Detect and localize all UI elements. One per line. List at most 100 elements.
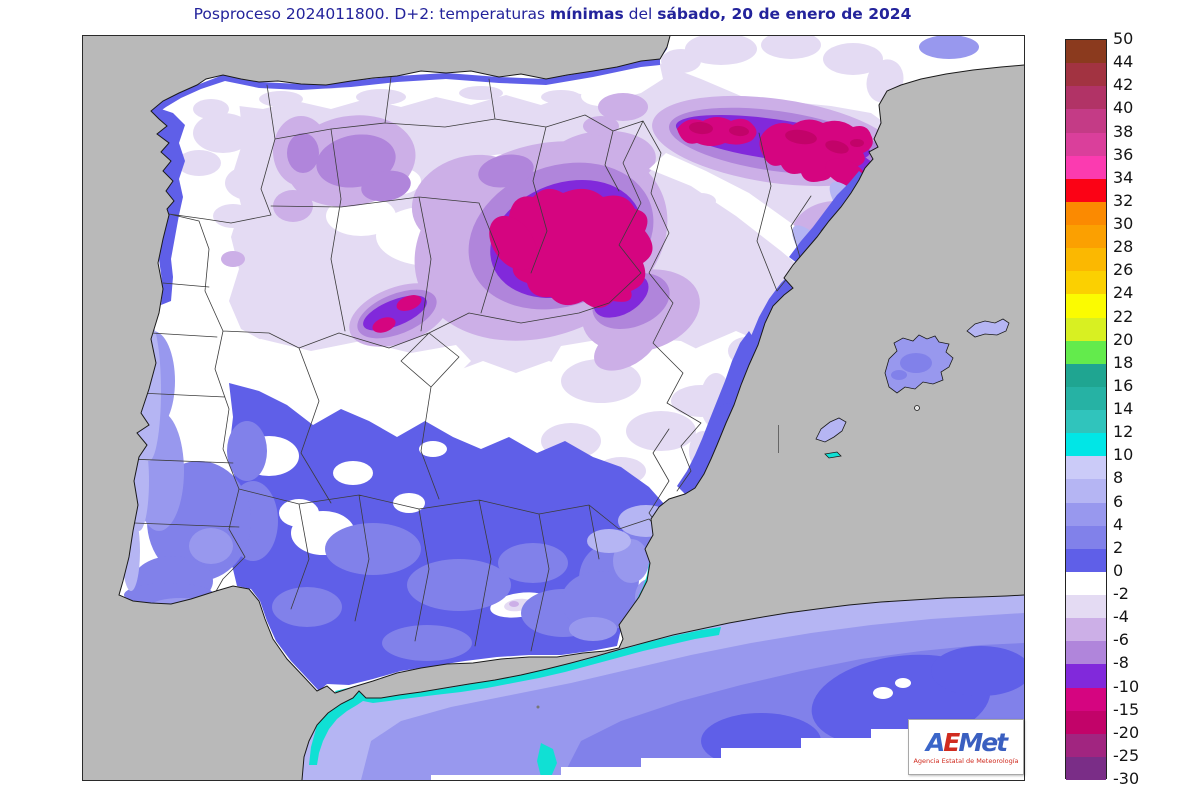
map-shape — [128, 76, 847, 652]
cabrera-islet — [914, 405, 920, 411]
map-shape — [151, 109, 185, 259]
map-shape — [732, 234, 770, 268]
map-shape — [537, 743, 557, 777]
title-part2: del — [623, 5, 658, 23]
coastline — [118, 36, 1024, 694]
colorbar-label: 10 — [1113, 445, 1134, 465]
map-shape — [761, 36, 821, 59]
map-shape — [177, 150, 221, 176]
colorbar-segment — [1066, 386, 1106, 410]
colorbar-segment — [1066, 618, 1106, 642]
colorbar-segment — [1066, 756, 1106, 780]
map-shape — [287, 133, 319, 173]
map-shape — [966, 318, 1010, 338]
aemet-logo-word: AEMet — [926, 730, 1008, 755]
colorbar-label: 36 — [1113, 144, 1134, 164]
colorbar-label: 4 — [1113, 514, 1124, 534]
map-shape — [259, 91, 303, 107]
map-shape — [478, 154, 534, 188]
colorbar-label: 16 — [1113, 375, 1134, 395]
colorbar-label: -30 — [1113, 769, 1140, 788]
map-shape — [193, 99, 229, 119]
map-shape — [325, 523, 421, 575]
page-title: Posproceso 2024011800. D+2: temperaturas… — [82, 5, 1023, 23]
map-shape — [393, 493, 425, 513]
colorbar-label: 38 — [1113, 121, 1134, 141]
colorbar-segment — [1066, 664, 1106, 688]
colorbar-label: 0 — [1113, 560, 1124, 580]
colorbar-label: 26 — [1113, 260, 1134, 280]
model-boundary-steps — [431, 723, 1024, 780]
map-shape — [225, 165, 281, 201]
colorbar-label: 24 — [1113, 283, 1134, 303]
colorbar-label: -8 — [1113, 653, 1129, 673]
map-shape — [561, 571, 641, 631]
colorbar-segment — [1066, 710, 1106, 734]
colorbar-segment — [1066, 433, 1106, 457]
zone-m10 — [372, 117, 873, 333]
map-shape — [789, 171, 867, 263]
map-shape — [382, 625, 472, 661]
sierra-nevada-dot — [509, 601, 519, 607]
map-shape — [919, 36, 979, 59]
map-shape — [729, 125, 749, 137]
map-shape — [594, 321, 658, 371]
map-shape — [931, 646, 1024, 696]
colorbar-segment — [1066, 225, 1106, 249]
map-shape — [824, 451, 842, 459]
map-shape — [227, 421, 267, 481]
map-shape — [685, 36, 757, 65]
iberia-landmass — [118, 36, 1024, 694]
colorbar-label: -10 — [1113, 676, 1140, 696]
map-shape — [372, 317, 396, 333]
map-shape — [587, 529, 631, 553]
map-shape — [356, 89, 406, 105]
colorbar-segment — [1066, 317, 1106, 341]
map-shape — [216, 339, 471, 389]
colorbar-label: 30 — [1113, 214, 1134, 233]
colorbar-segment — [1066, 502, 1106, 526]
colorbar-label: 2 — [1113, 537, 1124, 557]
map-shape — [189, 528, 233, 564]
colorbar-label: 12 — [1113, 422, 1134, 442]
title-bold-date: sábado, 20 de enero de 2024 — [657, 5, 912, 23]
colorbar-segment — [1066, 86, 1106, 110]
colorbar-label: 32 — [1113, 190, 1134, 210]
map-shape — [333, 461, 373, 485]
map-shape — [361, 170, 411, 202]
weather-map — [82, 35, 1025, 781]
map-shape — [459, 86, 503, 100]
colorbar-label: 22 — [1113, 306, 1134, 326]
colorbar-segment — [1066, 109, 1106, 133]
colorbar-label: 20 — [1113, 329, 1134, 349]
map-shape — [891, 353, 932, 380]
map-shape — [279, 499, 319, 527]
colorbar-segment — [1066, 687, 1106, 711]
map-shape — [498, 543, 568, 583]
colorbar-segment — [1066, 201, 1106, 225]
map-shape — [661, 49, 701, 73]
map-shape — [891, 370, 907, 380]
colorbar-label: -15 — [1113, 699, 1140, 719]
colorbar-segment — [1066, 40, 1106, 64]
map-shape — [489, 215, 537, 271]
colorbar-label: 42 — [1113, 75, 1134, 95]
colorbar-segment — [1066, 548, 1106, 572]
map-shape — [686, 193, 716, 209]
balearic-islands — [815, 318, 1010, 459]
map-shape — [825, 140, 849, 154]
colorbar-label: 6 — [1113, 491, 1124, 511]
colorbar-label: -6 — [1113, 630, 1129, 650]
map-shape — [213, 204, 253, 228]
aemet-logo: AEMet Agencia Estatal de Meteorología — [908, 719, 1024, 775]
zone-m15 — [689, 121, 864, 154]
colorbar-label: -25 — [1113, 745, 1140, 765]
colorbar-segment — [1066, 294, 1106, 318]
colorbar-label: 28 — [1113, 237, 1134, 257]
africa-coastline — [301, 594, 1024, 780]
colorbar-segment — [1066, 479, 1106, 503]
colorbar-label: 44 — [1113, 52, 1134, 72]
colorbar-segment — [1066, 456, 1106, 480]
colorbar-segment — [1066, 525, 1106, 549]
